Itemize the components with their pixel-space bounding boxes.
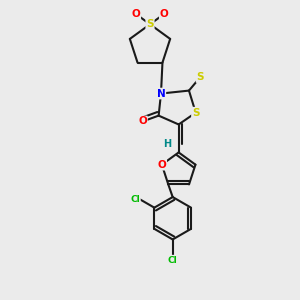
Text: O: O [158, 160, 166, 170]
Text: S: S [196, 72, 204, 82]
Text: O: O [131, 9, 140, 19]
Text: N: N [157, 88, 165, 98]
Text: S: S [192, 108, 200, 118]
Text: O: O [138, 116, 147, 127]
Text: Cl: Cl [168, 256, 178, 265]
Text: O: O [160, 9, 169, 19]
Text: S: S [146, 19, 154, 29]
Text: Cl: Cl [130, 195, 140, 204]
Text: H: H [163, 139, 171, 148]
